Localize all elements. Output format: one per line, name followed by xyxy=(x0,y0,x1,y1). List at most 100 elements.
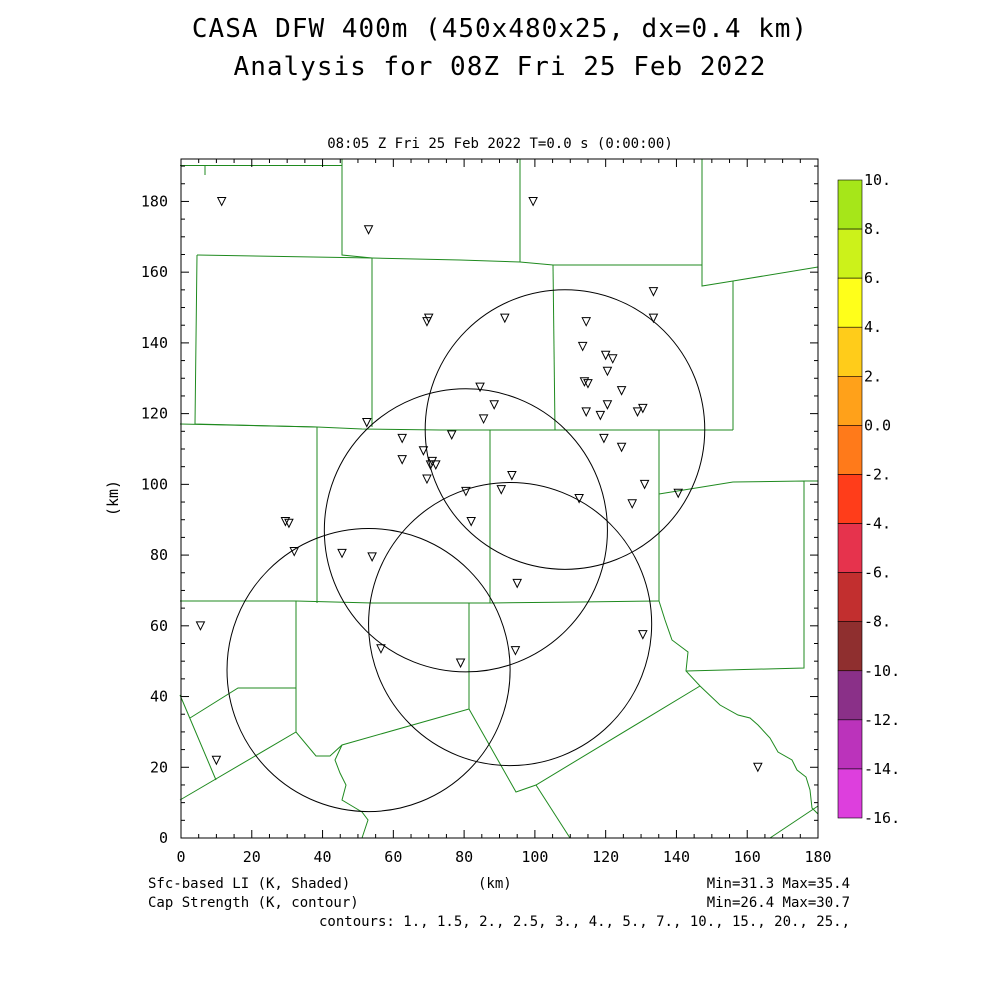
colorbar-label: 0.0 xyxy=(864,416,891,434)
station-markers xyxy=(195,196,763,773)
x-tick-label: 120 xyxy=(592,848,619,866)
x-tick-label: 20 xyxy=(243,848,261,866)
station-marker xyxy=(510,646,521,656)
station-marker xyxy=(397,455,407,465)
x-tick-label: 160 xyxy=(734,848,761,866)
contour-min-max: Min=26.4 Max=30.7 xyxy=(706,895,850,911)
station-marker xyxy=(579,377,590,387)
station-marker xyxy=(418,446,429,456)
boundary-line xyxy=(179,694,217,781)
radar-range-rings xyxy=(226,289,706,813)
shaded-field-label: Sfc-based LI (K, Shaded) xyxy=(148,876,351,892)
colorbar-swatch xyxy=(837,719,863,770)
y-tick-label: 140 xyxy=(141,334,168,352)
valid-time-label: 08:05 Z Fri 25 Feb 2022 T=0.0 s (0:00:00… xyxy=(327,136,673,152)
station-marker xyxy=(430,460,441,471)
y-tick-label: 180 xyxy=(141,192,168,210)
colorbar-label: -6. xyxy=(864,564,891,582)
colorbar: 10. 8. 6. 4. 2. 0.0 -2. -4. -6. -8. -10. -12. -14. -1… xyxy=(837,171,900,827)
y-tick-label: 60 xyxy=(150,617,168,635)
shaded-min-max: Min=31.3 Max=35.4 xyxy=(706,876,850,892)
boundary-line xyxy=(468,685,701,793)
colorbar-label: -8. xyxy=(864,613,891,631)
x-tick-label: 100 xyxy=(521,848,548,866)
colorbar-swatch xyxy=(837,277,863,328)
y-tick-label: 40 xyxy=(150,688,168,706)
boundary-line xyxy=(189,601,297,719)
boundary-line xyxy=(179,423,733,431)
radar-range-ring xyxy=(323,388,608,673)
boundary-line xyxy=(196,254,702,266)
colorbar-swatch xyxy=(837,228,863,279)
station-marker xyxy=(581,317,592,327)
station-marker xyxy=(361,417,372,428)
contour-levels: contours: 1., 1.5, 2., 2.5, 3., 4., 5., … xyxy=(318,914,850,930)
county-boundaries xyxy=(179,159,819,839)
station-marker xyxy=(753,762,763,773)
boundary-line xyxy=(769,805,819,839)
station-marker xyxy=(512,578,523,589)
colorbar-label: 6. xyxy=(864,269,882,287)
x-tick-label: 0 xyxy=(176,848,185,866)
radar-range-ring xyxy=(226,527,511,813)
colorbar-label: -14. xyxy=(864,760,900,778)
y-axis-ticks: 0 20 40 60 80 100 120 140 160 180 xyxy=(141,165,818,847)
station-marker xyxy=(284,518,294,529)
plot-subtitle: Analysis for 08Z Fri 25 Feb 2022 xyxy=(233,52,767,82)
station-marker xyxy=(216,196,227,207)
x-tick-label: 40 xyxy=(314,848,332,866)
station-marker xyxy=(289,547,300,557)
y-tick-label: 120 xyxy=(141,405,168,423)
colorbar-label: 4. xyxy=(864,318,882,336)
boundary-line xyxy=(180,165,342,175)
station-marker xyxy=(602,366,613,377)
station-marker xyxy=(600,350,611,361)
colorbar-swatch xyxy=(837,523,863,573)
boundary-line xyxy=(334,744,369,839)
station-marker xyxy=(673,488,684,499)
colorbar-swatch xyxy=(837,326,863,377)
colorbar-label: -4. xyxy=(864,515,891,533)
boundary-line xyxy=(179,603,470,801)
boundary-line xyxy=(535,784,571,839)
colorbar-label: -2. xyxy=(864,465,891,483)
boundary-line xyxy=(180,600,660,604)
colorbar-swatch xyxy=(837,670,863,721)
boundary-line xyxy=(552,264,556,431)
station-marker xyxy=(599,433,609,444)
station-marker xyxy=(581,407,592,417)
plot-title: CASA DFW 400m (450x480x25, dx=0.4 km) xyxy=(191,14,809,44)
station-marker xyxy=(455,658,466,669)
station-marker xyxy=(507,471,517,481)
contour-field-label: Cap Strength (K, contour) xyxy=(148,895,359,911)
station-marker xyxy=(627,499,638,509)
station-marker xyxy=(648,287,659,297)
radar-range-ring xyxy=(368,481,653,767)
station-marker xyxy=(363,225,374,235)
station-marker xyxy=(195,621,206,631)
x-axis-label: (km) xyxy=(478,876,512,892)
station-marker xyxy=(423,313,434,324)
y-tick-label: 80 xyxy=(150,546,168,564)
colorbar-swatch xyxy=(837,425,863,475)
station-marker xyxy=(496,485,507,495)
station-marker xyxy=(367,552,377,562)
station-marker xyxy=(577,341,588,352)
colorbar-label: -10. xyxy=(864,662,900,680)
station-marker xyxy=(425,460,436,471)
x-tick-label: 140 xyxy=(663,848,690,866)
colorbar-swatch xyxy=(837,572,863,622)
boundary-line xyxy=(341,159,373,259)
y-tick-label: 0 xyxy=(159,829,168,847)
colorbar-swatch xyxy=(837,376,863,426)
colorbar-swatch xyxy=(837,474,863,524)
station-marker xyxy=(648,313,659,324)
colorbar-label: 10. xyxy=(864,171,891,189)
station-marker xyxy=(607,354,618,364)
colorbar-swatch xyxy=(837,621,863,672)
x-tick-label: 60 xyxy=(384,848,402,866)
station-marker xyxy=(638,403,648,414)
y-tick-label: 20 xyxy=(150,758,168,776)
station-marker xyxy=(616,386,627,396)
